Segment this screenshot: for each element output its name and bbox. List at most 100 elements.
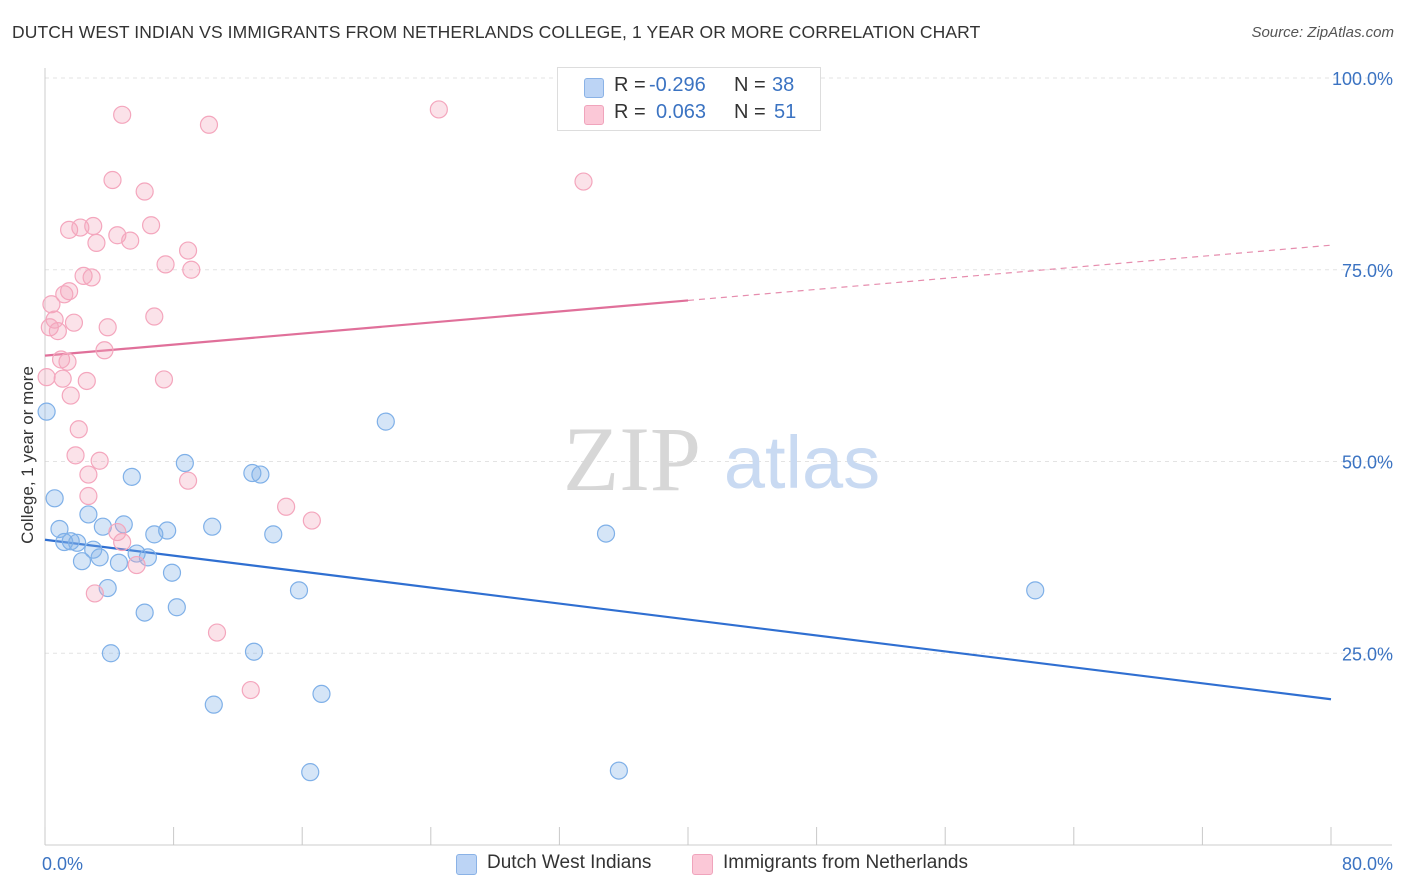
point-immigrants-netherlands	[79, 465, 98, 484]
point-immigrants-netherlands	[58, 352, 77, 371]
legend-r-value: 0.063	[656, 101, 707, 123]
point-immigrants-netherlands	[121, 231, 140, 250]
legend-r-value: -0.296	[649, 74, 706, 96]
point-dutch-west-indians	[90, 548, 109, 567]
point-immigrants-netherlands	[61, 386, 80, 405]
point-dutch-west-indians	[101, 644, 121, 663]
trend-line-solid	[44, 538, 1332, 701]
point-dutch-west-indians	[244, 642, 264, 661]
legend-swatch-blue	[584, 78, 604, 98]
point-immigrants-netherlands	[60, 282, 79, 301]
watermark-atlas: atlas	[724, 421, 880, 504]
legend-n-value: 51	[774, 101, 797, 123]
point-immigrants-netherlands	[103, 170, 122, 190]
y-tick-label: 25.0%	[1342, 644, 1393, 664]
point-dutch-west-indians	[264, 525, 283, 544]
point-dutch-west-indians	[251, 465, 270, 484]
point-immigrants-netherlands	[48, 322, 67, 341]
point-dutch-west-indians	[1026, 581, 1045, 600]
legend-n-label: N =	[734, 74, 766, 96]
point-immigrants-netherlands	[98, 318, 117, 337]
point-immigrants-netherlands	[145, 307, 164, 326]
point-dutch-west-indians	[175, 453, 194, 473]
point-immigrants-netherlands	[79, 486, 98, 506]
gridlines	[45, 77, 1392, 654]
legend-label: Immigrants from Netherlands	[723, 852, 968, 873]
point-immigrants-netherlands	[84, 216, 103, 236]
point-immigrants-netherlands	[135, 182, 154, 201]
point-immigrants-netherlands	[277, 497, 296, 516]
chart-title: DUTCH WEST INDIAN VS IMMIGRANTS FROM NET…	[12, 22, 981, 42]
point-immigrants-netherlands	[241, 680, 260, 700]
trend-line-dashed	[687, 244, 1332, 302]
point-immigrants-netherlands	[95, 341, 114, 360]
point-immigrants-netherlands	[141, 216, 161, 235]
point-dutch-west-indians	[609, 761, 628, 780]
point-immigrants-netherlands	[154, 370, 174, 389]
watermark-zip: ZIP	[563, 408, 701, 510]
legend-swatch-pink	[584, 105, 604, 125]
y-tick-label: 100.0%	[1332, 69, 1393, 89]
point-dutch-west-indians	[109, 553, 129, 572]
point-immigrants-netherlands	[156, 255, 175, 274]
point-dutch-west-indians	[72, 552, 92, 571]
point-immigrants-netherlands	[429, 100, 448, 119]
legend-r-label: R =	[614, 101, 646, 123]
point-immigrants-netherlands	[53, 369, 72, 388]
point-immigrants-netherlands	[199, 115, 219, 134]
point-dutch-west-indians	[61, 532, 80, 551]
point-dutch-west-indians	[312, 684, 331, 704]
point-immigrants-netherlands	[302, 511, 321, 530]
point-dutch-west-indians	[45, 489, 64, 508]
point-immigrants-netherlands	[207, 623, 227, 642]
point-immigrants-netherlands	[55, 285, 74, 304]
legend-label: Dutch West Indians	[487, 852, 652, 873]
point-dutch-west-indians	[301, 763, 320, 782]
source-label: Source: ZipAtlas.com	[1251, 24, 1394, 41]
point-immigrants-netherlands	[127, 555, 146, 575]
x-tick-label: 0.0%	[42, 854, 83, 874]
point-immigrants-netherlands	[87, 233, 106, 253]
point-immigrants-netherlands	[90, 451, 109, 470]
point-immigrants-netherlands	[182, 260, 201, 279]
data-points	[37, 100, 1045, 782]
legend-swatch-blue	[456, 854, 477, 875]
point-immigrants-netherlands	[113, 532, 132, 552]
point-immigrants-netherlands	[77, 371, 96, 391]
x-tick-label: 80.0%	[1342, 854, 1393, 874]
point-dutch-west-indians	[158, 521, 177, 540]
point-dutch-west-indians	[122, 467, 141, 486]
point-immigrants-netherlands	[66, 446, 85, 465]
legend-swatch-pink	[692, 854, 713, 875]
point-immigrants-netherlands	[178, 241, 198, 260]
point-immigrants-netherlands	[37, 368, 56, 387]
point-dutch-west-indians	[167, 598, 186, 617]
point-dutch-west-indians	[289, 581, 309, 600]
point-dutch-west-indians	[55, 532, 74, 552]
point-dutch-west-indians	[162, 563, 182, 582]
point-immigrants-netherlands	[45, 310, 64, 329]
legend-row-blue: R = -0.296 N = 38	[558, 74, 820, 100]
point-immigrants-netherlands	[69, 420, 88, 439]
y-tick-label: 75.0%	[1342, 261, 1393, 281]
legend-n-label: N =	[734, 101, 766, 123]
axes	[44, 68, 1392, 846]
point-immigrants-netherlands	[82, 268, 101, 287]
point-immigrants-netherlands	[113, 105, 132, 124]
point-dutch-west-indians	[68, 533, 87, 552]
tick-labels: 100.0% 75.0% 50.0% 25.0% 0.0% 80.0%	[42, 69, 1393, 874]
point-immigrants-netherlands	[60, 220, 79, 239]
point-immigrants-netherlands	[64, 313, 84, 332]
trend-lines	[44, 244, 1332, 701]
y-tick-label: 50.0%	[1342, 453, 1393, 473]
point-immigrants-netherlands	[178, 471, 198, 490]
legend-row-pink: R = 0.063 N = 51	[558, 101, 820, 127]
trend-line-solid	[44, 299, 689, 357]
point-dutch-west-indians	[79, 505, 98, 524]
point-dutch-west-indians	[37, 402, 56, 421]
point-immigrants-netherlands	[108, 522, 127, 542]
point-dutch-west-indians	[596, 524, 616, 543]
point-dutch-west-indians	[135, 603, 154, 622]
point-dutch-west-indians	[203, 517, 222, 536]
